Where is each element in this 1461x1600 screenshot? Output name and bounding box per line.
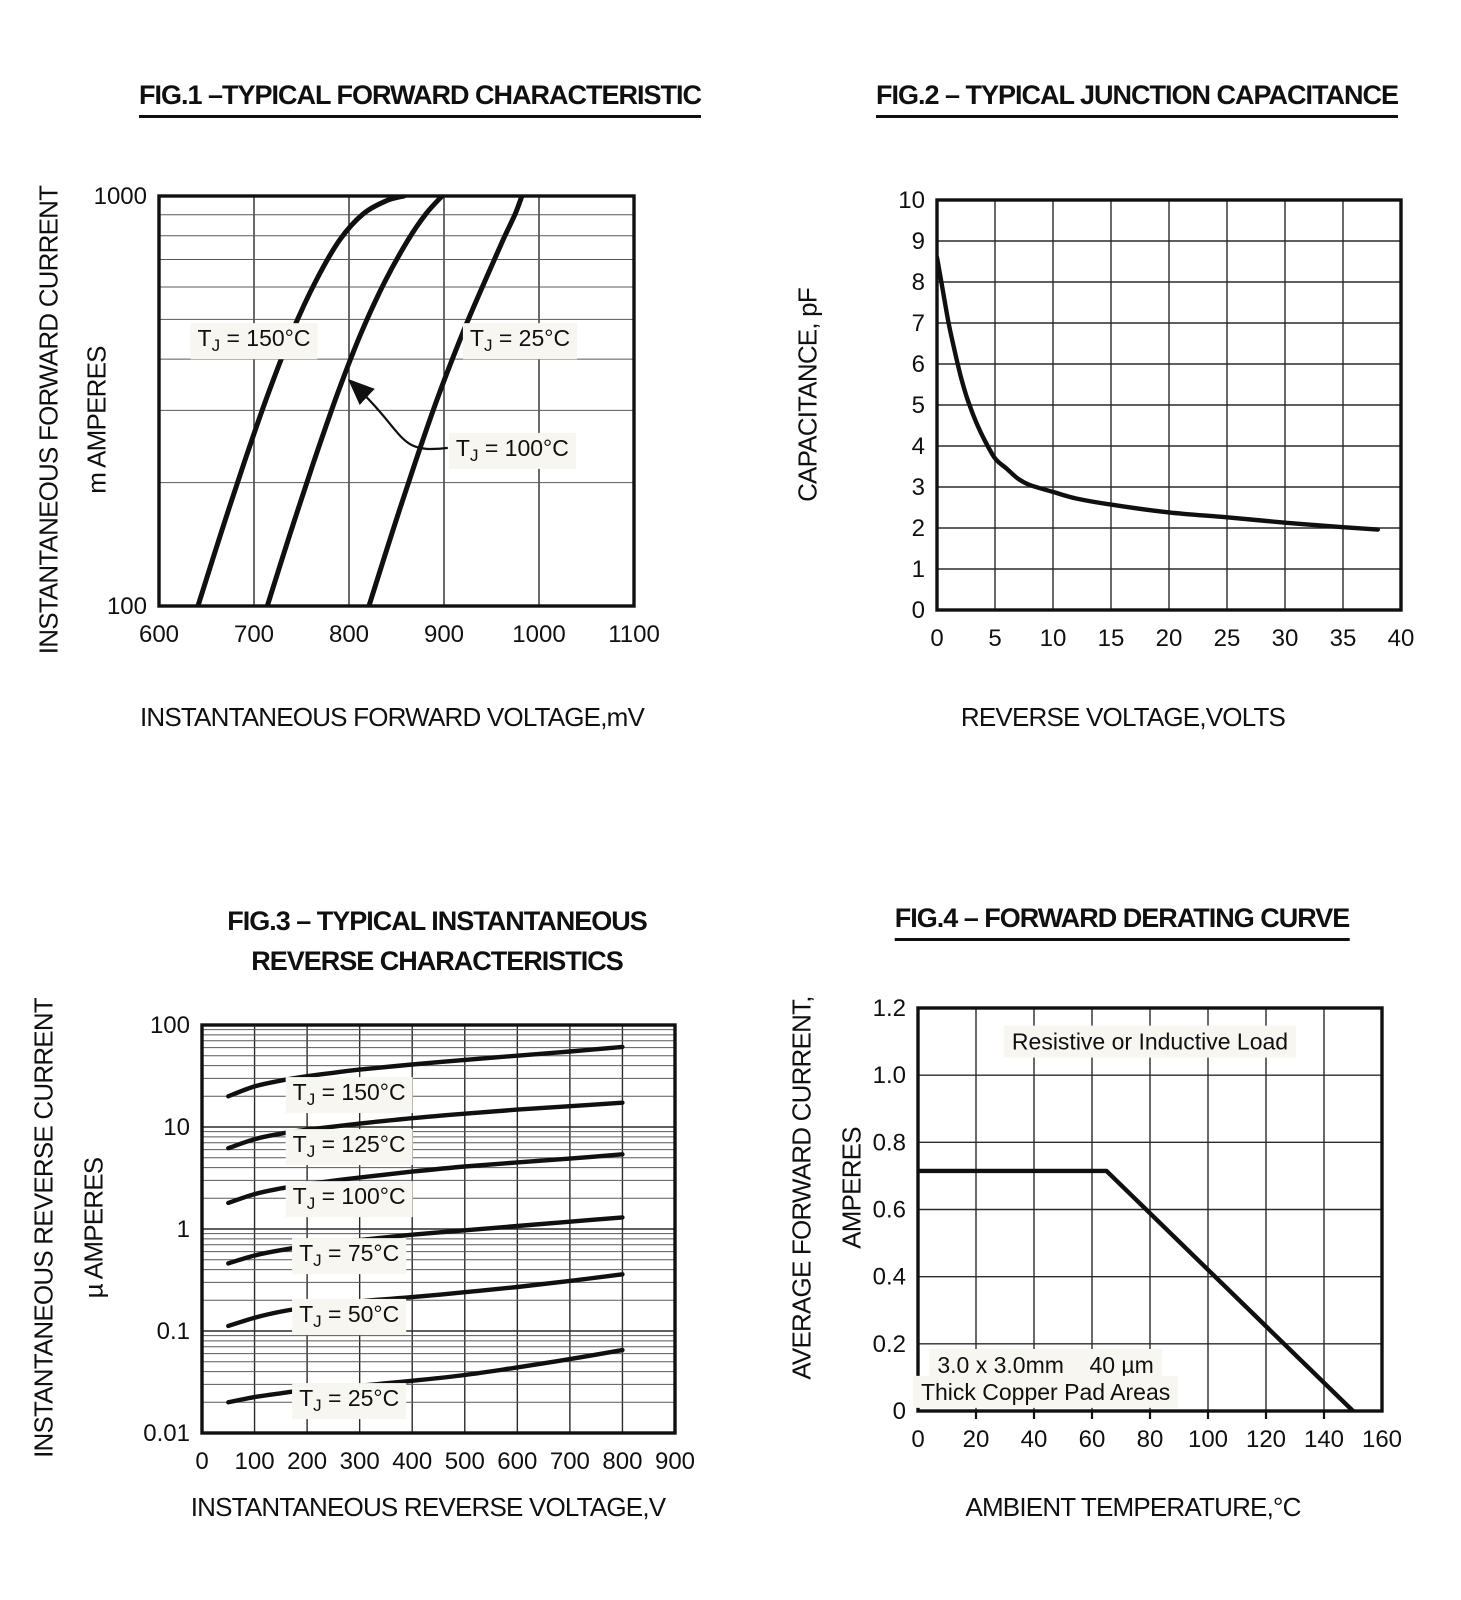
figure-4-title: FIG.4 – FORWARD DERATING CURVE: [894, 903, 1350, 941]
svg-text:30: 30: [1272, 625, 1299, 652]
figure-2-y-axis-label: CAPACITANCE, pF: [792, 288, 823, 502]
svg-text:800: 800: [602, 1448, 642, 1475]
svg-text:TJ = 25°C: TJ = 25°C: [470, 325, 570, 355]
svg-text:0: 0: [893, 1398, 906, 1425]
svg-text:0: 0: [912, 597, 925, 624]
svg-text:100: 100: [235, 1448, 275, 1475]
figure-4-y-axis-label-line1: AVERAGE FORWARD CURRENT,: [786, 996, 817, 1380]
svg-text:40: 40: [1388, 625, 1415, 652]
svg-text:0.1: 0.1: [157, 1318, 190, 1345]
svg-text:1000: 1000: [94, 183, 147, 210]
svg-text:100: 100: [1188, 1426, 1228, 1453]
svg-text:800: 800: [329, 621, 369, 648]
svg-text:200: 200: [287, 1448, 327, 1475]
figure-2-x-axis-label: REVERSE VOLTAGE,VOLTS: [960, 702, 1286, 732]
svg-text:700: 700: [234, 621, 274, 648]
svg-text:1: 1: [177, 1216, 190, 1243]
svg-text:6: 6: [912, 351, 925, 378]
svg-text:0.4: 0.4: [873, 1264, 906, 1291]
figure-3-y-axis-label-line2: µ AMPERES: [78, 1157, 109, 1299]
svg-text:TJ = 150°C: TJ = 150°C: [293, 1079, 406, 1109]
svg-text:35: 35: [1330, 625, 1357, 652]
svg-text:20: 20: [1156, 625, 1183, 652]
figure-3-title: FIG.3 – TYPICAL INSTANTANEOUS REVERSE CHA…: [127, 901, 747, 981]
svg-text:TJ = 25°C: TJ = 25°C: [299, 1385, 399, 1415]
svg-text:4: 4: [912, 433, 925, 460]
svg-text:140: 140: [1304, 1426, 1344, 1453]
svg-text:10: 10: [1040, 625, 1067, 652]
figure-3-y-axis-label-line1: INSTANTANEOUS REVERSE CURRENT: [28, 998, 59, 1458]
svg-text:1000: 1000: [512, 621, 565, 648]
svg-text:0: 0: [930, 625, 943, 652]
figure-2-title: FIG.2 – TYPICAL JUNCTION CAPACITANCE: [875, 80, 1399, 118]
svg-text:5: 5: [912, 392, 925, 419]
figure-3-x-axis-label: INSTANTANEOUS REVERSE VOLTAGE,V: [190, 1492, 666, 1522]
svg-text:3.0 x 3.0mm 40 µm: 3.0 x 3.0mm 40 µm: [937, 1352, 1154, 1378]
svg-text:0.8: 0.8: [873, 1129, 906, 1156]
figure-3-reverse-characteristics-chart: TJ = 150°C TJ = 125°C TJ = 100°C TJ = 75°C T…: [143, 1012, 695, 1475]
svg-text:25: 25: [1214, 625, 1241, 652]
svg-text:600: 600: [497, 1448, 537, 1475]
svg-text:100: 100: [107, 593, 147, 620]
svg-text:8: 8: [912, 269, 925, 296]
svg-text:100: 100: [150, 1012, 190, 1039]
figure-1-title: FIG.1 –TYPICAL FORWARD CHARACTERISTIC: [138, 80, 702, 118]
svg-text:Thick Copper Pad Areas: Thick Copper Pad Areas: [921, 1379, 1170, 1405]
svg-text:600: 600: [139, 621, 179, 648]
figure-4-x-axis-label: AMBIENT TEMPERATURE,°C: [965, 1492, 1301, 1522]
svg-text:700: 700: [550, 1448, 590, 1475]
svg-text:60: 60: [1079, 1426, 1106, 1453]
figure-3-title-line2: REVERSE CHARACTERISTICS: [251, 946, 624, 976]
svg-text:20: 20: [963, 1426, 990, 1453]
svg-text:5: 5: [988, 625, 1001, 652]
svg-text:10: 10: [163, 1114, 190, 1141]
svg-text:15: 15: [1098, 625, 1125, 652]
svg-text:500: 500: [445, 1448, 485, 1475]
svg-text:TJ = 100°C: TJ = 100°C: [293, 1183, 406, 1213]
svg-text:1.0: 1.0: [873, 1062, 906, 1089]
svg-text:120: 120: [1246, 1426, 1286, 1453]
svg-text:3: 3: [912, 474, 925, 501]
svg-text:TJ = 100°C: TJ = 100°C: [456, 435, 569, 465]
svg-text:TJ = 75°C: TJ = 75°C: [299, 1240, 399, 1270]
svg-text:0.01: 0.01: [143, 1420, 190, 1447]
figure-1-y-axis-label-line1: INSTANTANEOUS FORWARD CURRENT: [33, 185, 64, 655]
figure-1-x-axis-label: INSTANTANEOUS FORWARD VOLTAGE,mV: [139, 702, 645, 732]
svg-text:TJ = 150°C: TJ = 150°C: [198, 325, 311, 355]
figure-2-junction-capacitance-chart: 0 5 10 15 20 25 30 35 40 0 1 2 3 4 5 6 7 8 9 10: [898, 187, 1415, 652]
svg-text:0: 0: [911, 1426, 924, 1453]
svg-text:7: 7: [912, 310, 925, 337]
svg-text:0.2: 0.2: [873, 1331, 906, 1358]
figure-3-title-line1: FIG.3 – TYPICAL INSTANTANEOUS: [227, 906, 648, 936]
svg-text:300: 300: [340, 1448, 380, 1475]
svg-text:160: 160: [1362, 1426, 1402, 1453]
svg-text:9: 9: [912, 228, 925, 255]
svg-text:1.2: 1.2: [873, 995, 906, 1022]
svg-text:1: 1: [912, 556, 925, 583]
svg-text:0.6: 0.6: [873, 1197, 906, 1224]
svg-text:80: 80: [1137, 1426, 1164, 1453]
svg-text:0: 0: [195, 1448, 208, 1475]
svg-text:900: 900: [424, 621, 464, 648]
svg-text:10: 10: [898, 187, 925, 214]
svg-text:400: 400: [392, 1448, 432, 1475]
svg-text:1100: 1100: [608, 621, 660, 648]
svg-text:TJ = 50°C: TJ = 50°C: [299, 1301, 399, 1331]
figure-4-forward-derating-chart: Resistive or Inductive Load 3.0 x 3.0mm 4…: [873, 995, 1402, 1453]
svg-text:2: 2: [912, 515, 925, 542]
svg-text:TJ = 125°C: TJ = 125°C: [293, 1131, 406, 1161]
svg-text:900: 900: [655, 1448, 695, 1475]
figure-1-forward-characteristic-chart: TJ = 150°C TJ = 25°C TJ = 100°C 600 700 800 90…: [94, 183, 660, 648]
svg-text:Resistive or Inductive Load: Resistive or Inductive Load: [1012, 1029, 1288, 1055]
svg-text:40: 40: [1021, 1426, 1048, 1453]
